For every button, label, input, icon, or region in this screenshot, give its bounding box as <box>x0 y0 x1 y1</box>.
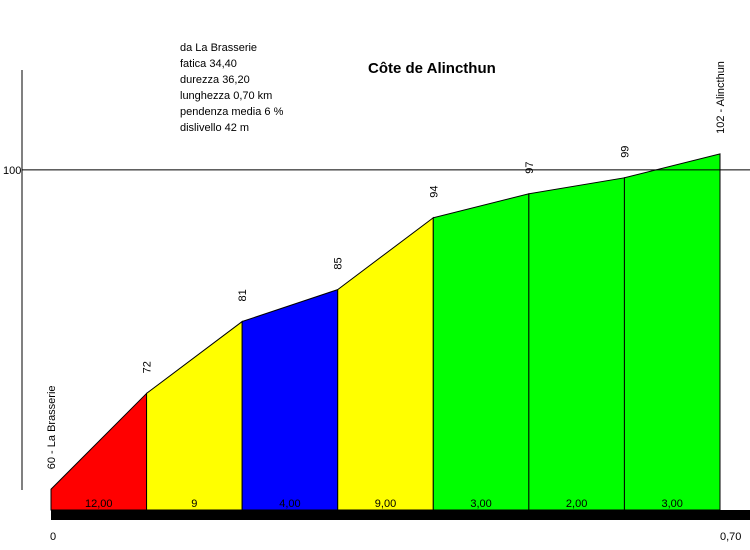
point-elevation-label: 94 <box>428 185 440 197</box>
segment-gradient-label: 4,00 <box>279 498 300 510</box>
distance-bar <box>51 510 750 520</box>
profile-segment <box>146 320 243 511</box>
point-elevation-label: 60 - La Brasserie <box>46 385 58 469</box>
climb-info-block: da La Brasserie fatica 34,40 durezza 36,… <box>180 40 283 136</box>
segment-gradient-label: 9,00 <box>375 498 396 510</box>
segment-gradient-label: 12,00 <box>85 498 113 510</box>
point-elevation-label: 81 <box>237 289 249 301</box>
info-line: pendenza media 6 % <box>180 106 284 118</box>
info-line: durezza 36,20 <box>180 74 250 86</box>
point-elevation-label: 102 - Alincthun <box>715 61 727 134</box>
segment-gradient-label: 9 <box>191 498 197 510</box>
point-elevation-label: 99 <box>619 146 631 158</box>
x-tick-label: 0 <box>50 531 56 543</box>
profile-segment <box>528 177 625 511</box>
info-line: lunghezza 0,70 km <box>180 90 273 102</box>
profile-segment <box>432 193 530 511</box>
profile-segment <box>241 288 339 511</box>
info-line: da La Brasserie <box>180 42 258 54</box>
segment-gradient-label: 3,00 <box>470 498 491 510</box>
profile-segment <box>623 153 721 511</box>
info-line: fatica 34,40 <box>180 58 237 70</box>
y-tick-label: 100 <box>3 165 21 177</box>
chart-title: Côte de Alincthun <box>368 60 496 77</box>
x-tick-label: 0,70 <box>720 531 741 543</box>
point-elevation-label: 72 <box>142 361 154 373</box>
segment-gradient-label: 3,00 <box>662 498 683 510</box>
profile-segment <box>337 216 434 511</box>
segment-gradient-label: 2,00 <box>566 498 587 510</box>
info-line: dislivello 42 m <box>180 122 250 134</box>
point-elevation-label: 97 <box>524 162 536 174</box>
profile-segment <box>50 392 148 511</box>
point-elevation-label: 85 <box>333 257 345 269</box>
